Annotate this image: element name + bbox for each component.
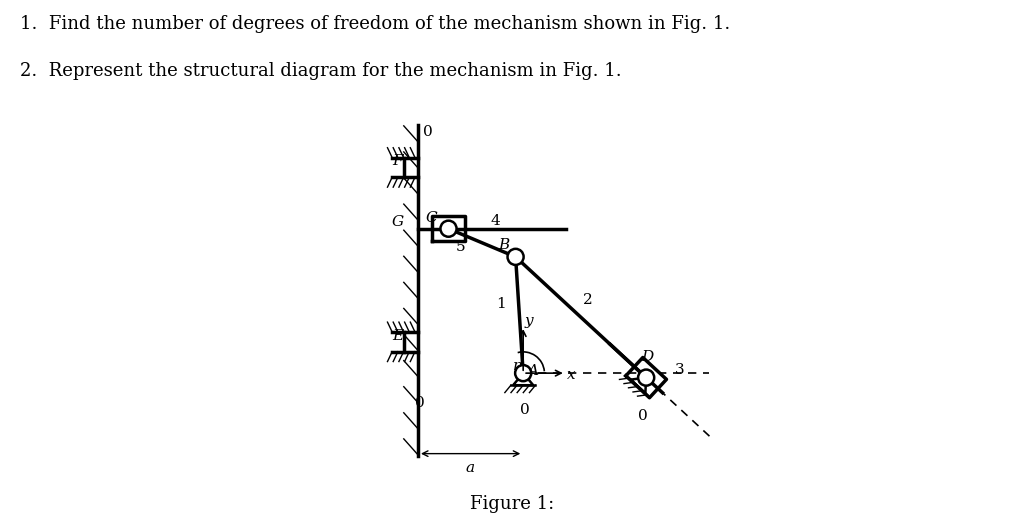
Text: 1: 1 — [497, 297, 506, 311]
Text: D: D — [641, 350, 653, 363]
Text: 3: 3 — [675, 363, 685, 377]
Text: B: B — [499, 238, 510, 252]
Text: 4: 4 — [490, 214, 500, 228]
Text: 0: 0 — [423, 125, 432, 139]
Text: x: x — [567, 368, 575, 381]
Text: 0: 0 — [519, 403, 529, 417]
Text: 0: 0 — [415, 396, 424, 410]
Circle shape — [638, 370, 654, 386]
Text: 5: 5 — [456, 240, 466, 254]
Text: a: a — [465, 462, 474, 475]
Text: F: F — [392, 154, 402, 168]
Text: n: n — [513, 359, 523, 373]
Text: 0: 0 — [638, 409, 648, 423]
Circle shape — [508, 249, 523, 265]
Text: A: A — [527, 364, 539, 378]
Text: Figure 1:: Figure 1: — [470, 495, 554, 513]
Circle shape — [515, 365, 531, 381]
Circle shape — [440, 221, 457, 237]
Text: G: G — [392, 215, 404, 229]
Text: 2.  Represent the structural diagram for the mechanism in Fig. 1.: 2. Represent the structural diagram for … — [20, 62, 623, 80]
Text: E: E — [392, 328, 403, 343]
Text: C: C — [425, 211, 437, 225]
Text: 2: 2 — [583, 293, 593, 307]
Text: 1.  Find the number of degrees of freedom of the mechanism shown in Fig. 1.: 1. Find the number of degrees of freedom… — [20, 15, 731, 33]
Text: y: y — [524, 314, 534, 328]
